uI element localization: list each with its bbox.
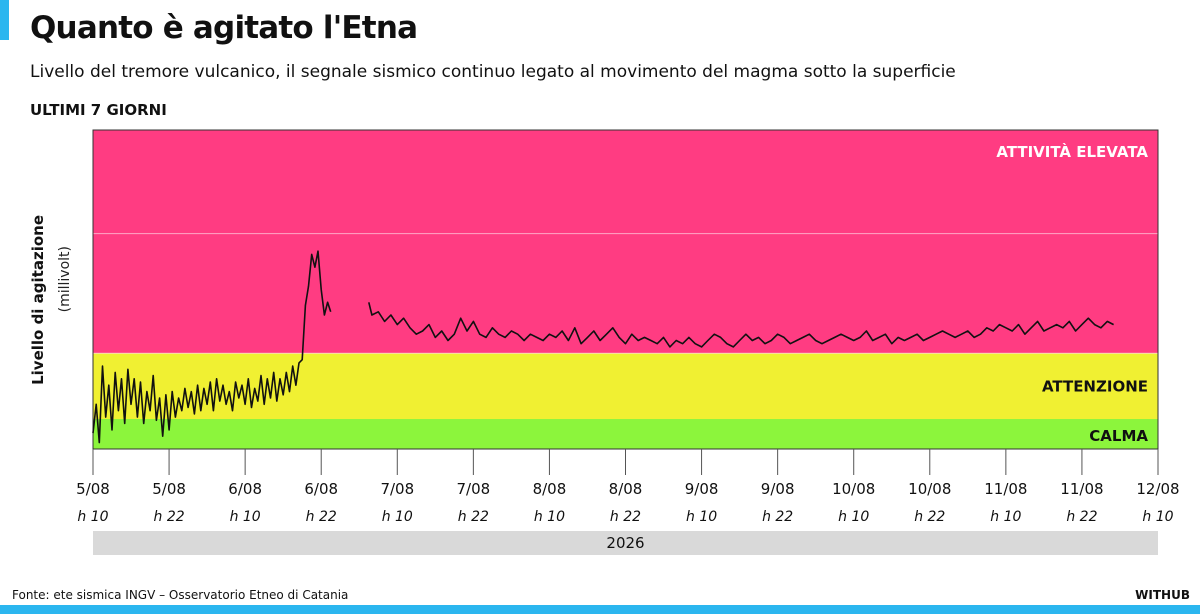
top-accent-bar [0, 0, 9, 40]
zone-label-2: ATTIVITÀ ELEVATA [996, 142, 1148, 161]
x-tick-hour-6: h 10 [534, 509, 565, 525]
x-tick-date-7: 8/08 [609, 480, 643, 498]
x-tick-date-3: 6/08 [304, 480, 338, 498]
x-tick-hour-8: h 10 [686, 509, 717, 525]
x-tick-hour-1: h 22 [154, 509, 185, 525]
x-tick-hour-0: h 10 [77, 509, 108, 525]
x-tick-date-0: 5/08 [76, 480, 110, 498]
year-label: 2026 [606, 534, 644, 552]
chart-subtitle: Livello del tremore vulcanico, il segnal… [30, 62, 956, 82]
zone-band-2 [93, 130, 1158, 354]
x-tick-hour-13: h 22 [1066, 509, 1097, 525]
brand-logo: WITHUB [1135, 588, 1190, 602]
tremor-line-segment-1 [92, 250, 332, 444]
zone-band-0 [93, 419, 1158, 449]
x-tick-hour-7: h 22 [610, 509, 641, 525]
x-tick-date-14: 12/08 [1136, 480, 1179, 498]
x-tick-hour-11: h 22 [914, 509, 945, 525]
x-tick-hour-3: h 22 [306, 509, 337, 525]
x-tick-date-8: 9/08 [685, 480, 719, 498]
x-tick-date-12: 11/08 [984, 480, 1027, 498]
x-tick-date-4: 7/08 [380, 480, 414, 498]
x-tick-hour-4: h 10 [382, 509, 413, 525]
source-note: Fonte: ete sismica INGV – Osservatorio E… [12, 588, 349, 602]
x-tick-hour-2: h 10 [230, 509, 261, 525]
x-tick-hour-12: h 10 [990, 509, 1021, 525]
x-tick-date-11: 10/08 [908, 480, 951, 498]
x-tick-date-10: 10/08 [832, 480, 875, 498]
x-tick-hour-5: h 22 [458, 509, 489, 525]
zone-band-1 [93, 353, 1158, 420]
x-tick-hour-10: h 10 [838, 509, 869, 525]
x-tick-date-13: 11/08 [1060, 480, 1103, 498]
bottom-accent-bar [0, 605, 1200, 614]
year-bar [93, 531, 1158, 555]
zone-label-1: ATTENZIONE [1042, 377, 1148, 395]
zone-label-0: CALMA [1089, 427, 1148, 445]
x-tick-date-1: 5/08 [152, 480, 186, 498]
tremor-line-segment-2 [368, 302, 1114, 348]
x-tick-date-9: 9/08 [761, 480, 795, 498]
x-tick-date-5: 7/08 [457, 480, 491, 498]
x-tick-date-6: 8/08 [533, 480, 567, 498]
x-tick-date-2: 6/08 [228, 480, 262, 498]
x-tick-hour-9: h 22 [762, 509, 793, 525]
x-tick-hour-14: h 10 [1142, 509, 1173, 525]
period-label: ULTIMI 7 GIORNI [30, 101, 167, 119]
chart-title: Quanto è agitato l'Etna [30, 10, 418, 46]
